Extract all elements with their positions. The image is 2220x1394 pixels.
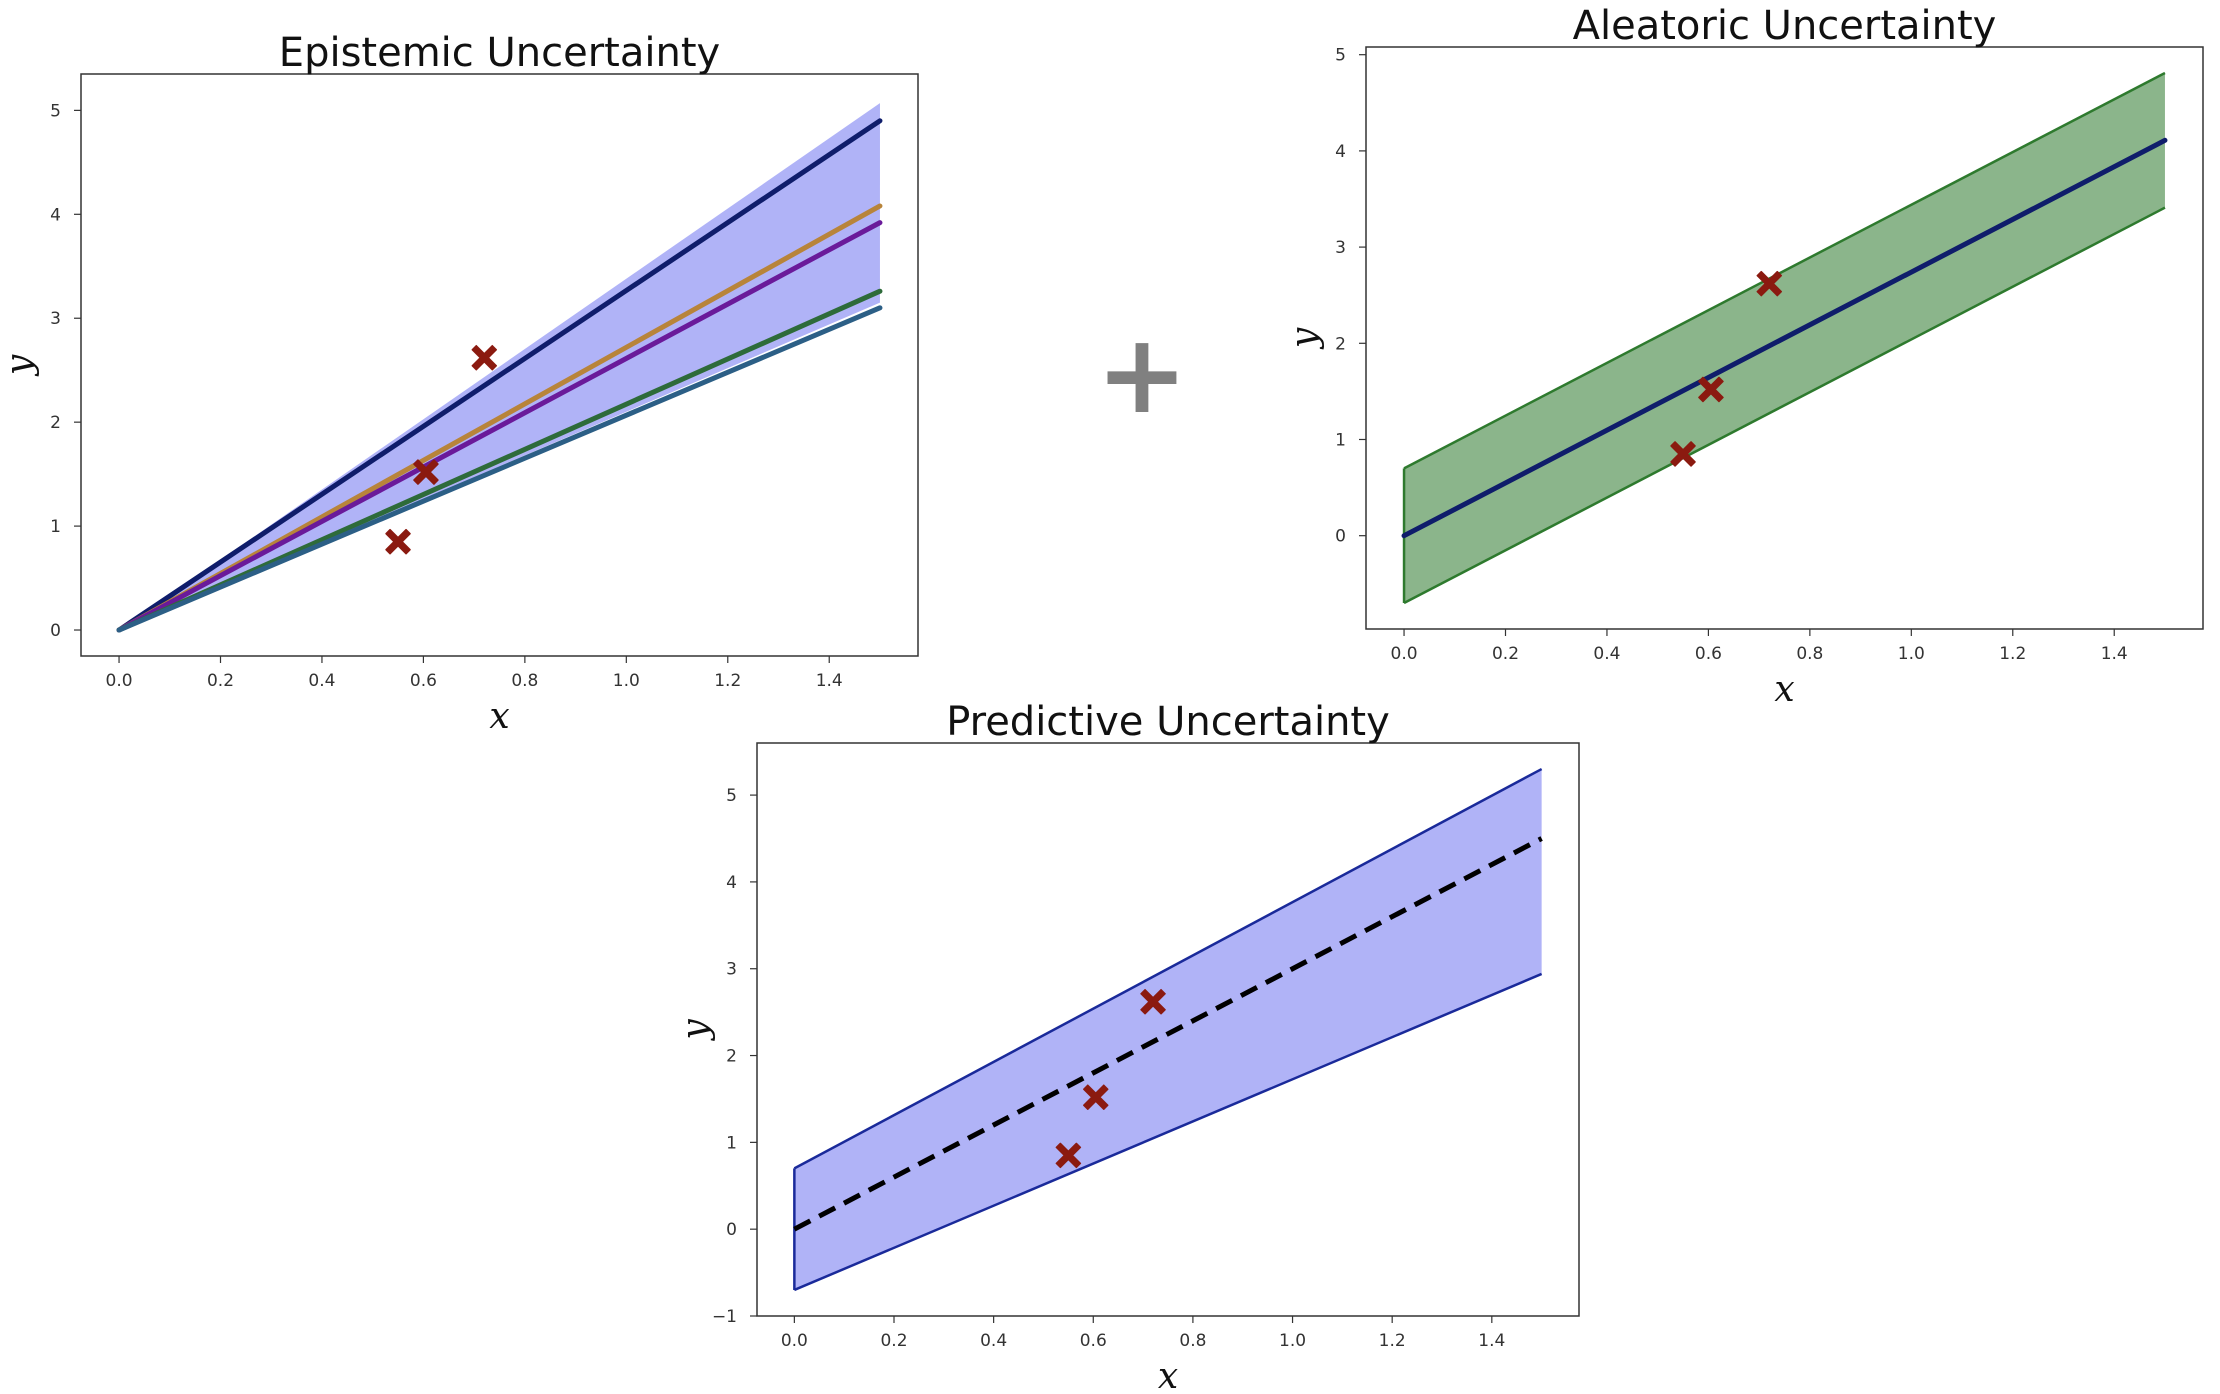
x-tick-label: 0.0 — [1391, 644, 1418, 664]
x-marker-shape — [1140, 988, 1166, 1015]
series-line-0 — [1401, 137, 2168, 539]
x-tick-label: 1.2 — [714, 671, 741, 691]
y-tick-label: 3 — [1335, 238, 1346, 258]
x-marker-shape — [471, 344, 498, 371]
x-tick-label: 1.0 — [1898, 644, 1925, 664]
x-tick-label: 1.2 — [1379, 1331, 1406, 1351]
y-tick-label: 4 — [1335, 142, 1346, 162]
series-line-2 — [116, 220, 883, 633]
data-point-marker — [1756, 270, 1783, 297]
y-tick-label: 1 — [726, 1133, 737, 1153]
data-point-marker — [1670, 441, 1696, 467]
y-tick-label: 0 — [1335, 527, 1346, 547]
band-upper-edge — [1403, 71, 2166, 470]
x-tick-label: 1.4 — [816, 671, 843, 691]
x-tick-label: 0.8 — [511, 671, 538, 691]
y-tick-label: 3 — [726, 960, 737, 980]
band-upper-edge — [793, 767, 1543, 1170]
y-tick-label: −1 — [712, 1307, 737, 1327]
x-tick-label: 0.4 — [980, 1331, 1007, 1351]
x-marker-shape — [1055, 1142, 1082, 1169]
y-tick-label: 2 — [1335, 334, 1346, 354]
x-marker-shape — [1083, 1084, 1109, 1110]
data-point-marker — [1140, 988, 1166, 1015]
series-line-0 — [793, 836, 1543, 1232]
x-axis-label: x — [1158, 1356, 1178, 1394]
plus-operator: + — [1096, 310, 1188, 438]
x-tick-label: 1.2 — [1999, 644, 2026, 664]
y-tick-label: 0 — [726, 1220, 737, 1240]
y-tick-label: 2 — [50, 413, 61, 433]
x-tick-label: 0.2 — [207, 671, 234, 691]
y-tick-label: 3 — [50, 309, 61, 329]
series-line-0 — [116, 118, 883, 633]
x-marker-shape — [385, 528, 411, 555]
axes-frame — [756, 742, 1580, 1317]
x-marker-shape — [1756, 270, 1783, 297]
x-tick-label: 0.0 — [781, 1331, 808, 1351]
chart-title: Aleatoric Uncertainty — [1573, 3, 1997, 49]
plot-area — [793, 767, 1543, 1292]
x-tick-label: 1.4 — [2101, 644, 2128, 664]
data-point-marker — [1055, 1142, 1082, 1169]
y-tick-label: 4 — [50, 205, 61, 225]
y-tick-label: 4 — [726, 873, 737, 893]
y-axis-label: y — [0, 354, 40, 377]
x-tick-label: 0.6 — [1695, 644, 1722, 664]
axes-frame — [1365, 46, 2204, 630]
y-tick-label: 0 — [50, 621, 61, 641]
data-point-marker — [1698, 376, 1724, 403]
x-tick-label: 0.6 — [1080, 1331, 1107, 1351]
y-tick-label: 5 — [726, 786, 737, 806]
y-axis-label: y — [675, 1019, 716, 1042]
y-tick-label: 5 — [50, 101, 61, 121]
y-tick-label: 1 — [50, 517, 61, 537]
band-lower-edge — [793, 972, 1543, 1292]
x-axis-label: x — [489, 696, 509, 737]
chart-title: Epistemic Uncertainty — [279, 30, 720, 76]
x-tick-label: 0.8 — [1179, 1331, 1206, 1351]
uncertainty-band — [119, 103, 880, 631]
x-tick-label: 0.6 — [410, 671, 437, 691]
band-lower-edge — [1403, 206, 2166, 605]
data-point-marker — [413, 459, 439, 485]
x-tick-label: 0.0 — [106, 671, 133, 691]
x-marker-shape — [413, 459, 439, 485]
y-axis-label: y — [1284, 327, 1325, 350]
x-tick-label: 1.0 — [613, 671, 640, 691]
predictive-uncertainty-panel: 0.0 0.2 0.4 0.6 0.8 1.0 1.2 1.4 −1 0 1 2 3 4 5 Predicti… — [675, 699, 1580, 1394]
x-tick-label: 0.2 — [1492, 644, 1519, 664]
x-tick-label: 0.8 — [1796, 644, 1823, 664]
data-point-marker — [385, 528, 411, 555]
x-tick-label: 0.4 — [1593, 644, 1620, 664]
x-marker-shape — [1698, 376, 1724, 403]
series-line-4 — [116, 305, 883, 633]
x-marker-shape — [1670, 441, 1696, 467]
data-point-marker — [471, 344, 498, 371]
plot-area — [116, 103, 883, 633]
data-point-marker — [1083, 1084, 1109, 1110]
y-tick-label: 2 — [726, 1047, 737, 1067]
aleatoric-uncertainty-panel: 0.0 0.2 0.4 0.6 0.8 1.0 1.2 1.4 0 1 2 3 4 5 Aleatoric … — [1284, 3, 2204, 710]
x-tick-label: 1.4 — [1478, 1331, 1505, 1351]
series-line-3 — [116, 288, 883, 633]
x-tick-label: 0.4 — [308, 671, 335, 691]
y-tick-label: 5 — [1335, 46, 1346, 66]
chart-title: Predictive Uncertainty — [946, 699, 1390, 745]
axes-frame — [80, 73, 919, 657]
y-tick-label: 1 — [1335, 430, 1346, 450]
x-axis-label: x — [1774, 669, 1794, 710]
x-tick-label: 0.2 — [880, 1331, 907, 1351]
x-tick-label: 1.0 — [1279, 1331, 1306, 1351]
uncertainty-band — [794, 769, 1542, 1290]
epistemic-uncertainty-panel: 0.0 0.2 0.4 0.6 0.8 1.0 1.2 1.4 0 1 2 3 4 5 Epistemic … — [0, 30, 919, 737]
plot-area — [1401, 71, 2168, 605]
